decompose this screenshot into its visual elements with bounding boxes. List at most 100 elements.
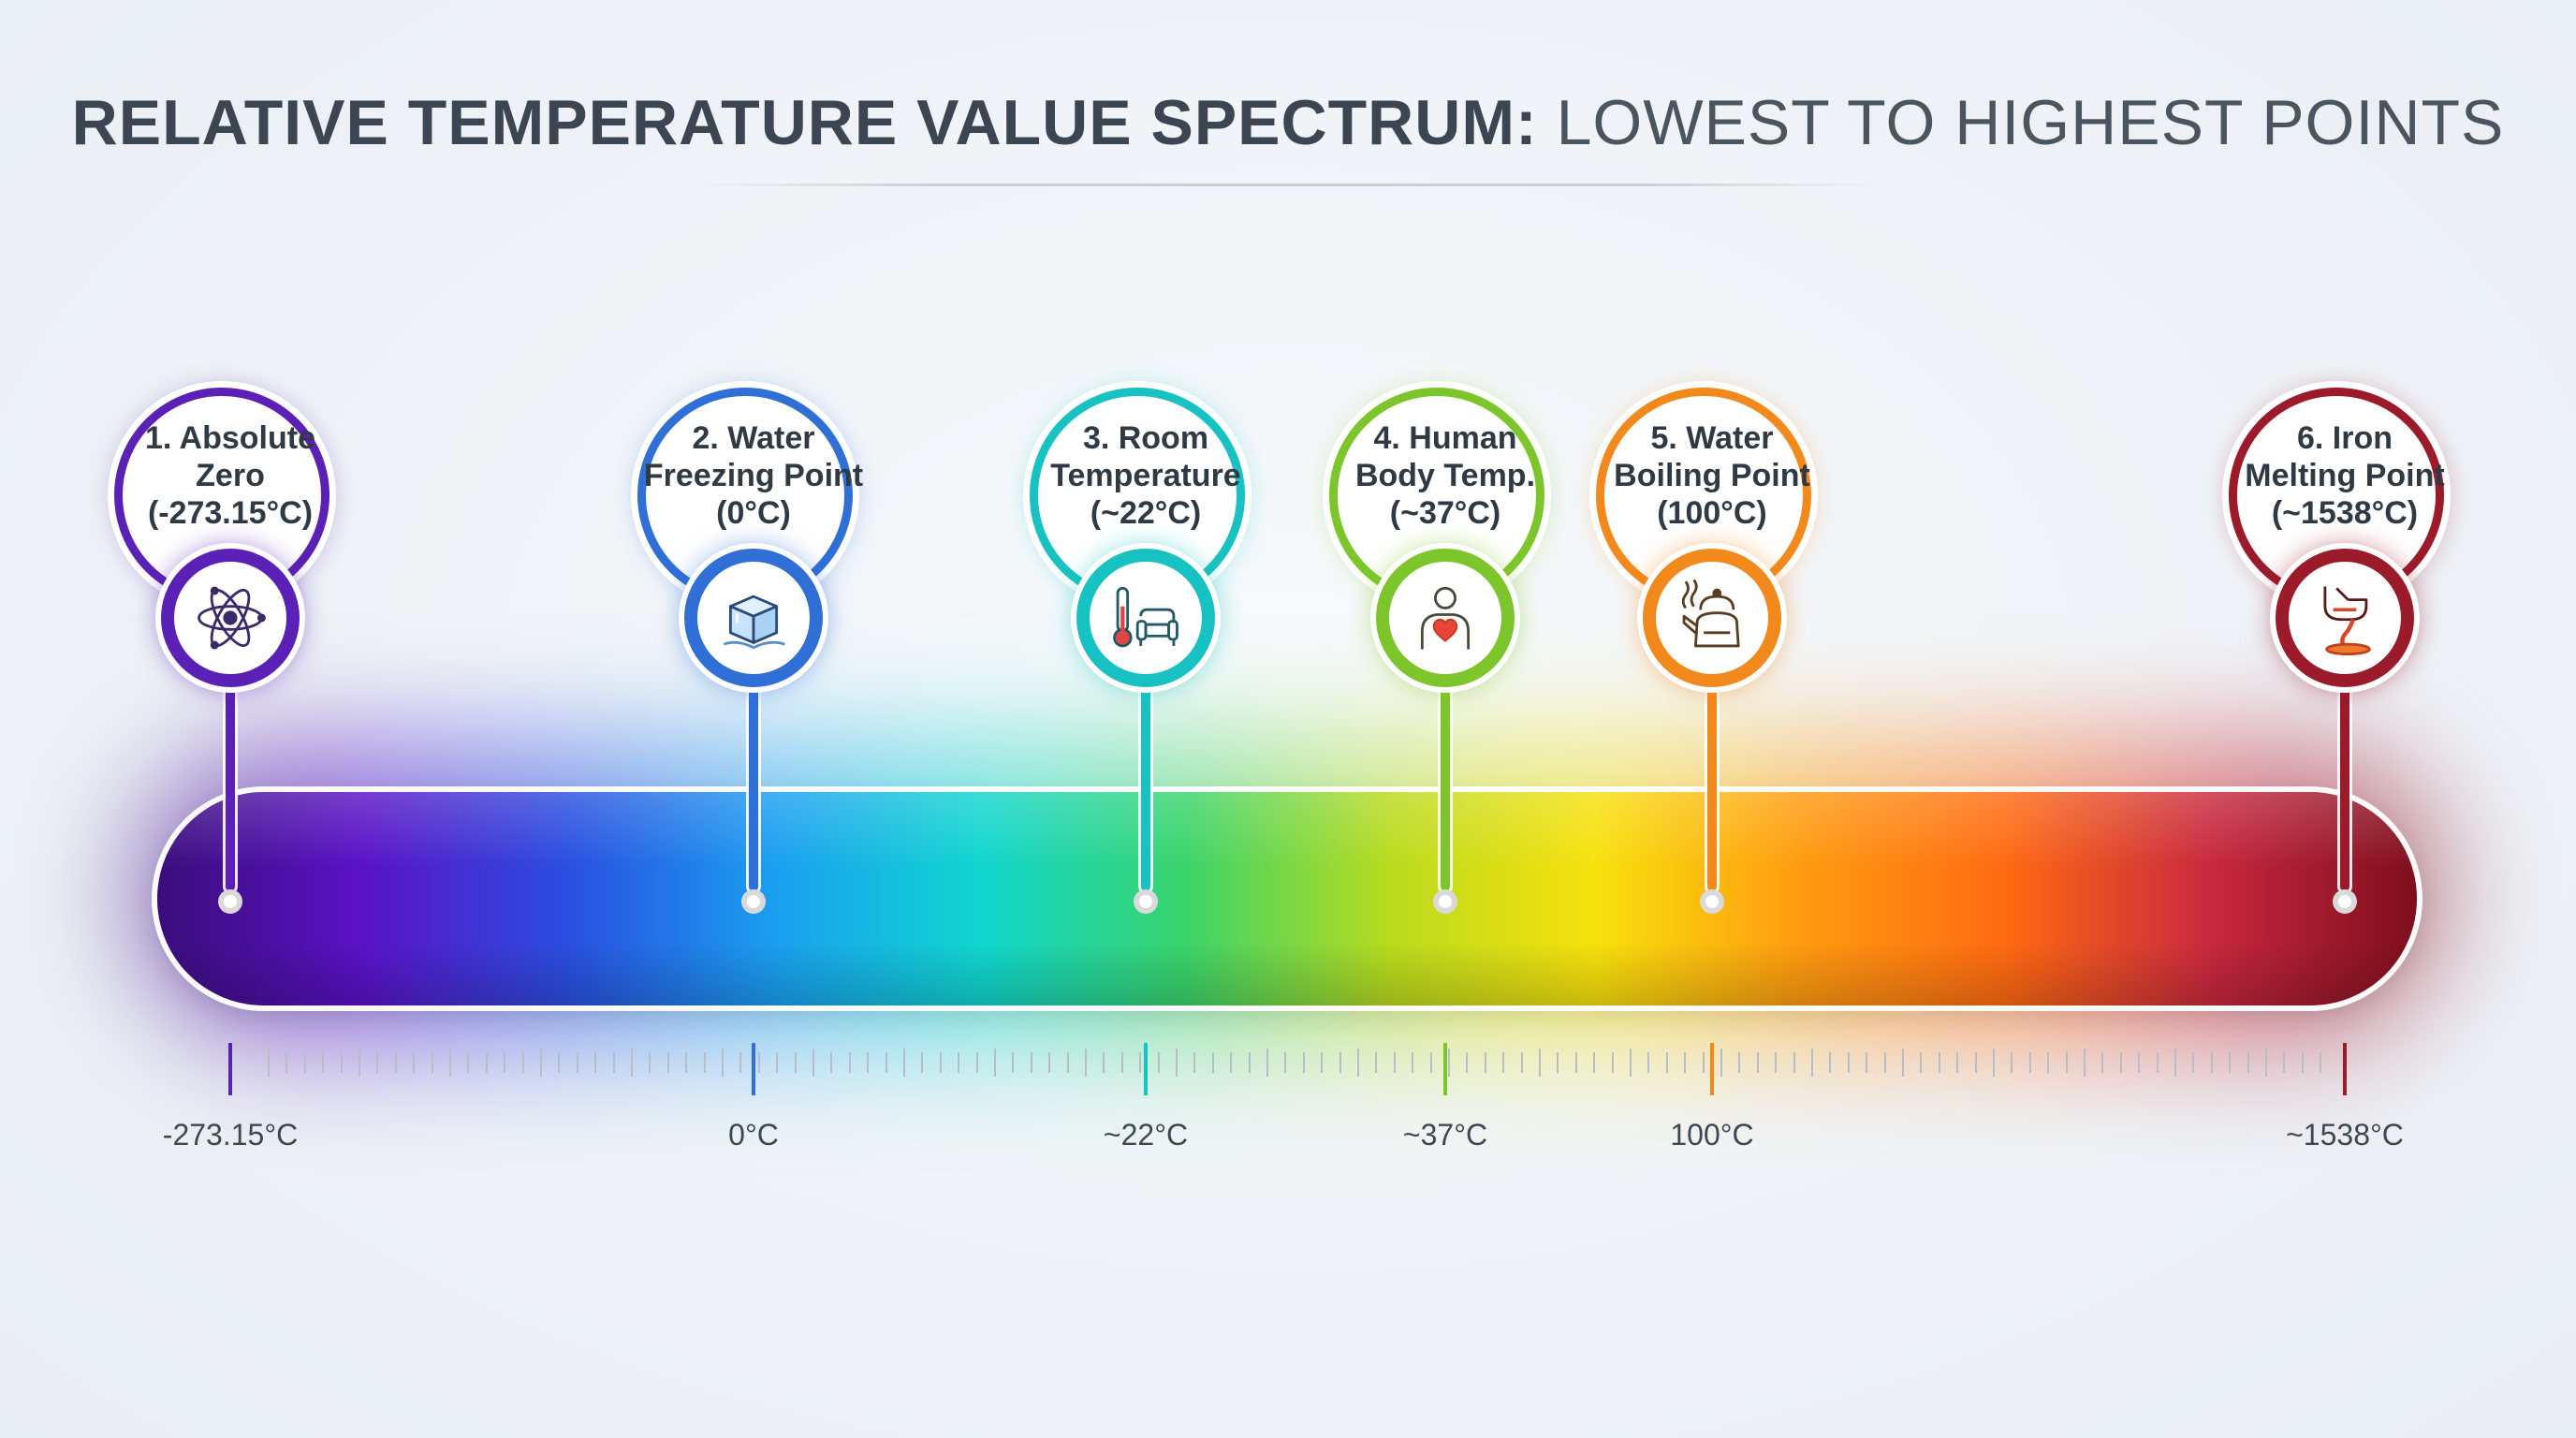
minor-tick	[812, 1049, 814, 1077]
minor-tick	[504, 1052, 505, 1073]
minor-tick	[577, 1052, 578, 1073]
minor-tick	[1448, 1049, 1450, 1077]
page-title: RELATIVE TEMPERATURE VALUE SPECTRUM: LOW…	[0, 86, 2576, 159]
minor-tick	[2047, 1052, 2049, 1073]
minor-tick	[359, 1049, 360, 1077]
minor-tick	[958, 1052, 959, 1073]
minor-tick	[649, 1052, 651, 1073]
major-tick	[2343, 1043, 2347, 1095]
marker-label: 4. Human Body Temp. (~37°C)	[1354, 420, 1536, 531]
minor-tick	[2211, 1052, 2213, 1073]
minor-tick	[2029, 1052, 2031, 1073]
marker-stem	[1141, 674, 1150, 891]
minor-tick	[2229, 1052, 2231, 1073]
minor-tick	[2283, 1052, 2285, 1073]
minor-tick	[322, 1052, 324, 1073]
axis-label: 100°C	[1670, 1118, 1754, 1152]
minor-tick	[1067, 1052, 1069, 1073]
minor-tick	[2265, 1049, 2267, 1077]
minor-tick	[903, 1049, 905, 1077]
minor-tick	[886, 1052, 887, 1073]
minor-tick	[1848, 1052, 1850, 1073]
axis-label: 0°C	[728, 1118, 779, 1152]
minor-tick	[1266, 1049, 1268, 1077]
marker-stem	[1441, 674, 1450, 891]
minor-tick	[2084, 1049, 2086, 1077]
minor-tick	[1121, 1052, 1123, 1073]
minor-tick	[1176, 1049, 1178, 1077]
minor-tick	[776, 1052, 778, 1073]
icon-badge	[1643, 549, 1781, 687]
spectrum-dot	[218, 889, 242, 914]
minor-tick	[558, 1052, 560, 1073]
title-bold-part: RELATIVE TEMPERATURE VALUE SPECTRUM:	[71, 87, 1538, 158]
minor-tick	[2157, 1052, 2159, 1073]
minor-tick	[1703, 1052, 1705, 1073]
minor-tick	[1866, 1052, 1867, 1073]
minor-tick	[1158, 1052, 1160, 1073]
minor-tick	[1502, 1052, 1504, 1073]
minor-tick	[758, 1052, 760, 1073]
minor-tick	[1829, 1052, 1831, 1073]
spectrum-dot	[2333, 889, 2357, 914]
minor-tick	[467, 1052, 469, 1073]
molten-iron-icon	[2323, 586, 2371, 656]
minor-tick	[739, 1052, 741, 1073]
marker-stem	[749, 674, 758, 891]
minor-tick	[685, 1052, 687, 1073]
minor-tick	[1939, 1052, 1940, 1073]
minor-tick	[2011, 1052, 2012, 1073]
minor-tick	[994, 1049, 996, 1077]
minor-tick	[2120, 1052, 2122, 1073]
minor-tick	[1339, 1052, 1341, 1073]
minor-tick	[1647, 1052, 1649, 1073]
icon-badge	[684, 549, 823, 687]
minor-tick	[1430, 1052, 1432, 1073]
icon-badge	[1076, 549, 1215, 687]
minor-tick	[1521, 1052, 1523, 1073]
minor-tick	[1193, 1052, 1195, 1073]
marker-label: 3. Room Temperature (~22°C)	[1050, 420, 1241, 531]
minor-tick	[1757, 1052, 1759, 1073]
minor-tick	[2066, 1052, 2068, 1073]
axis-label: -273.15°C	[162, 1118, 299, 1152]
minor-tick	[1630, 1049, 1632, 1077]
minor-tick	[1666, 1052, 1668, 1073]
marker-label: 2. Water Freezing Point (0°C)	[643, 420, 864, 531]
minor-tick	[1557, 1052, 1559, 1073]
marker-label: 6. Iron Melting Point (~1538°C)	[2245, 420, 2445, 531]
spectrum-dot	[741, 889, 766, 914]
major-tick	[1710, 1043, 1714, 1095]
minor-tick	[1775, 1052, 1777, 1073]
minor-tick	[2138, 1052, 2140, 1073]
minor-tick	[921, 1052, 923, 1073]
minor-tick	[867, 1052, 869, 1073]
minor-tick	[1956, 1052, 1958, 1073]
person-heart-icon	[1420, 586, 1471, 650]
minor-tick	[1230, 1052, 1232, 1073]
minor-tick	[1884, 1052, 1886, 1073]
minor-tick	[1031, 1052, 1032, 1073]
minor-tick	[540, 1049, 542, 1077]
minor-tick	[1357, 1049, 1359, 1077]
spectrum-dot	[1433, 889, 1457, 914]
minor-tick	[413, 1052, 415, 1073]
minor-tick	[631, 1049, 633, 1077]
minor-tick	[1249, 1052, 1251, 1073]
minor-tick	[1085, 1049, 1087, 1077]
minor-tick	[1394, 1052, 1396, 1073]
minor-tick	[1811, 1049, 1813, 1077]
minor-tick	[667, 1052, 669, 1073]
thermometer-armchair-icon	[1113, 586, 1178, 648]
minor-tick	[594, 1052, 596, 1073]
minor-tick	[304, 1052, 306, 1073]
minor-tick	[285, 1052, 287, 1073]
minor-tick	[1593, 1052, 1595, 1073]
minor-tick	[1012, 1052, 1014, 1073]
marker-stem	[2340, 674, 2349, 891]
minor-tick	[1975, 1052, 1977, 1073]
minor-tick	[2320, 1052, 2321, 1073]
minor-tick	[722, 1049, 724, 1077]
